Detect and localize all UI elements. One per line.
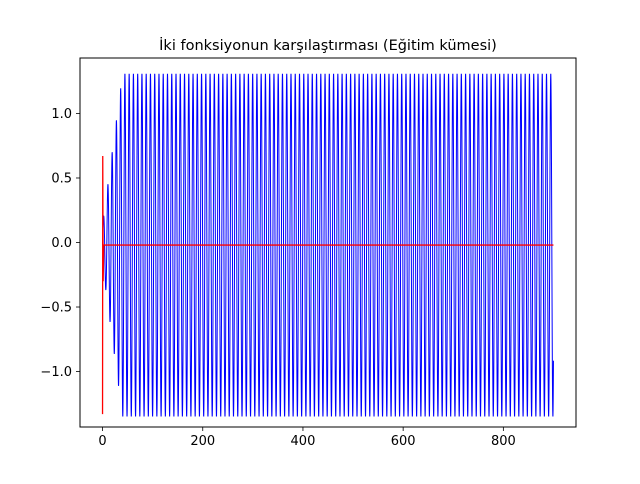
x-tick-label: 0 [98,434,106,449]
y-tick-label: 0.5 [51,171,72,186]
chart-title: İki fonksiyonun karşılaştırması (Eğitim … [159,36,497,54]
x-axis: 0 200 400 600 800 [98,427,516,449]
y-tick-label: 0.0 [51,236,72,251]
series-line-blue [102,73,554,417]
plot-area [101,73,554,417]
x-tick-label: 400 [291,434,316,449]
y-tick-label: 1.0 [51,107,72,122]
x-tick-label: 200 [190,434,215,449]
y-axis: −1.0 −0.5 0.0 0.5 1.0 [40,107,80,380]
y-tick-label: −0.5 [40,301,72,316]
y-tick-label: −1.0 [40,365,72,380]
x-tick-label: 600 [391,434,416,449]
axes-frame [79,57,577,428]
series-line-red [101,156,554,415]
x-tick-label: 800 [491,434,516,449]
